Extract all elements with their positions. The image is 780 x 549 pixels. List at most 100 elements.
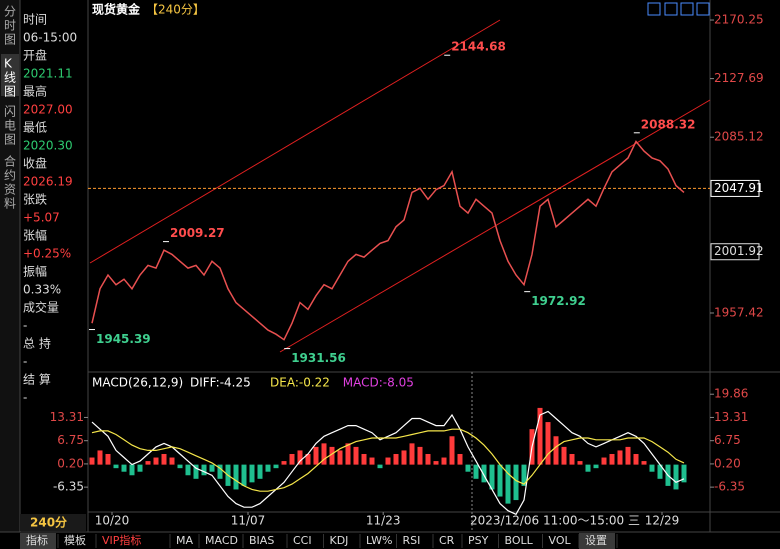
info-value: - [23,319,27,333]
toolbar-tab[interactable]: 设置 [585,534,607,547]
price-box [710,243,760,261]
sidebar-tab[interactable]: 电 [4,119,16,133]
macd-bar [601,457,607,465]
info-value: 2026.19 [23,175,73,189]
macd-bar [209,464,215,472]
toolbar-icons[interactable] [647,2,710,16]
sidebar-tab[interactable]: K [4,57,13,71]
macd-bar [321,443,327,465]
sidebar-tab[interactable]: 图 [4,33,16,47]
toolbar-tab[interactable]: KDJ [330,534,349,547]
macd-bar [329,446,335,465]
macd-bar [473,464,479,479]
info-label: 张幅 [23,228,47,243]
macd-bar [241,464,247,486]
trend-line [89,19,501,264]
info-label: 总 持 [23,336,51,351]
toolbar-tab[interactable]: CR [439,534,455,547]
sidebar-tab[interactable]: 闪 [4,105,16,119]
toolbar-tab[interactable]: 指标 [26,533,48,547]
macd-bar [281,461,287,465]
sidebar-tab[interactable]: 约 [4,168,16,183]
indicator-readout: MACD:-8.05 [343,376,414,390]
sidebar-tab[interactable]: 时 [4,19,16,33]
y-tick-label: 2127.69 [714,71,764,85]
chart-subtitle: 【240分】 [146,3,205,17]
sidebar-tab[interactable]: 线 [4,71,16,85]
macd-bar [457,453,463,465]
icon[interactable] [680,2,694,16]
macd-bar [449,436,455,465]
y-tick-label: 19.86 [714,387,748,401]
toolbar-tab[interactable]: LW% [366,534,392,547]
icon[interactable] [664,2,678,16]
macd-bar [105,453,111,465]
macd-bar [113,464,119,469]
macd-bar [513,464,519,501]
toolbar-tab[interactable]: VIP指标 [102,533,141,547]
toolbar-tab[interactable]: VOL [549,534,572,547]
y-tick-label-left: -6.35 [53,480,84,494]
tab-highlight[interactable] [20,533,56,549]
cursor-label: 2023/12/06 11:00～15:00 三 [470,514,640,528]
toolbar-tab[interactable]: BIAS [249,534,274,547]
annotation-label: 2144.68 [451,40,506,54]
indicator-readout: DEA:-0.22 [270,376,330,390]
annotation-label: 1945.39 [96,332,151,346]
y-tick-label: 0.20 [714,456,741,470]
indicator-readout: DIFF:-4.25 [190,376,251,390]
y-tick-label-left: 6.75 [57,433,84,447]
info-value: +0.25% [23,247,71,261]
macd-bar [417,446,423,465]
indicator-title: MACD(26,12,9) [92,376,183,390]
macd-bar [257,464,263,479]
macd-bar [561,446,567,465]
tab-highlight[interactable] [579,533,615,549]
tab-highlight[interactable] [1,54,19,96]
y-tick-label: 2170.25 [714,13,764,27]
toolbar-tab[interactable]: PSY [468,534,489,547]
macd-bar [569,453,575,465]
icon[interactable] [696,2,710,16]
macd-bar [361,453,367,465]
x-tick-label: 10/20 [95,514,130,528]
y-tick-label: 1957.42 [714,305,764,319]
toolbar-tab[interactable]: RSI [403,534,421,547]
macd-bar [89,457,95,465]
info-label: 张跌 [23,192,47,207]
indicator-line [91,410,685,516]
macd-bar [345,443,351,465]
toolbar-tab[interactable]: MACD [205,534,238,547]
macd-bar [425,453,431,465]
sidebar-tab[interactable]: 资 [4,183,16,197]
annotation-label: 1931.56 [291,351,346,365]
price-line [91,140,685,341]
sidebar-tab[interactable]: 合 [4,154,16,169]
period-box[interactable] [20,514,86,531]
macd-bar [585,464,591,472]
info-label: 最低 [23,121,47,135]
toolbar-tab[interactable]: BOLL [505,534,534,547]
info-label: 振幅 [23,264,47,279]
period-label[interactable]: 240分 [30,515,67,530]
price-box [710,179,760,197]
macd-bar [433,461,439,465]
macd-bar [249,464,255,483]
sidebar-tab[interactable]: 分 [4,5,16,19]
icon[interactable] [647,2,661,16]
sidebar-tab[interactable]: 料 [4,197,16,211]
y-tick-label: -6.35 [714,480,745,494]
toolbar-tab[interactable]: CCI [293,534,312,547]
macd-bar [593,464,599,469]
toolbar-tab[interactable]: MA [176,534,193,547]
sidebar-tab[interactable]: 图 [4,133,16,147]
macd-bar [289,453,295,465]
macd-bar [233,464,239,490]
macd-bar [673,464,679,490]
sidebar-tab[interactable]: 图 [4,85,16,99]
toolbar-tab[interactable]: 模板 [64,533,86,547]
macd-bar [609,453,615,465]
info-value: 2027.00 [23,103,73,117]
macd-bar [137,464,143,472]
